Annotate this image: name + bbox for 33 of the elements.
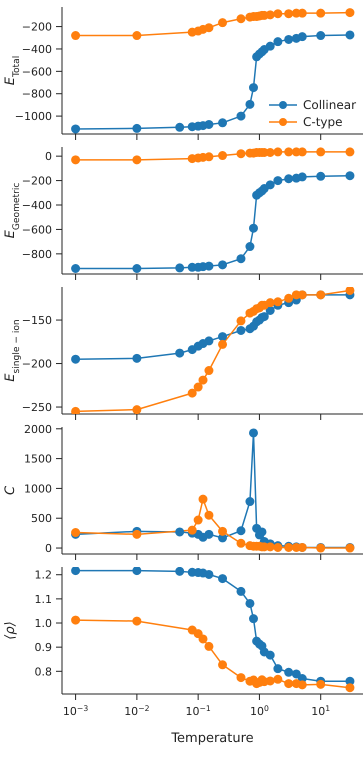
y-tick-label: −250 bbox=[22, 401, 52, 414]
x-tick-label: 10$^{0}$ bbox=[250, 704, 269, 718]
y-tick-label: −400 bbox=[22, 199, 52, 212]
y-tick-label: 0.8 bbox=[34, 665, 52, 678]
x-tick-label: 10$^{1}$ bbox=[311, 704, 330, 718]
legend-label: C-type bbox=[303, 114, 343, 128]
y-axis-title: ⟨ρ⟩ bbox=[3, 621, 18, 640]
y-tick-label: −200 bbox=[22, 174, 52, 188]
y-tick-label: 1000 bbox=[24, 482, 52, 496]
x-tick-label: 10$^{−3}$ bbox=[62, 704, 88, 718]
y-tick-label: 0 bbox=[45, 150, 52, 164]
y-tick-label: 1.1 bbox=[34, 592, 52, 606]
y-tick-label: 1500 bbox=[24, 452, 52, 466]
x-axis-title: Temperature bbox=[170, 731, 254, 746]
x-tick-label: 10$^{−1}$ bbox=[185, 704, 211, 718]
x-tick-label: 10$^{−2}$ bbox=[124, 704, 150, 718]
y-tick-label: 500 bbox=[31, 512, 52, 526]
y-tick-label: −800 bbox=[22, 248, 52, 261]
y-tick-label: 2000 bbox=[24, 422, 52, 436]
y-tick-label: 0 bbox=[45, 542, 52, 556]
y-tick-label: −200 bbox=[22, 20, 52, 34]
y-tick-label: 0.9 bbox=[34, 641, 52, 654]
y-tick-label: −400 bbox=[22, 42, 52, 56]
y-tick-label: −800 bbox=[22, 88, 52, 101]
y-axis-title: C bbox=[3, 485, 18, 496]
y-tick-label: −200 bbox=[22, 358, 52, 371]
y-tick-label: −600 bbox=[22, 65, 52, 78]
y-tick-label: −1000 bbox=[14, 110, 52, 124]
legend-label: Collinear bbox=[303, 98, 356, 112]
y-tick-label: −150 bbox=[22, 314, 52, 328]
y-tick-label: 1.0 bbox=[34, 617, 52, 630]
y-tick-label: 1.2 bbox=[34, 568, 52, 582]
y-tick-label: −600 bbox=[22, 223, 52, 236]
